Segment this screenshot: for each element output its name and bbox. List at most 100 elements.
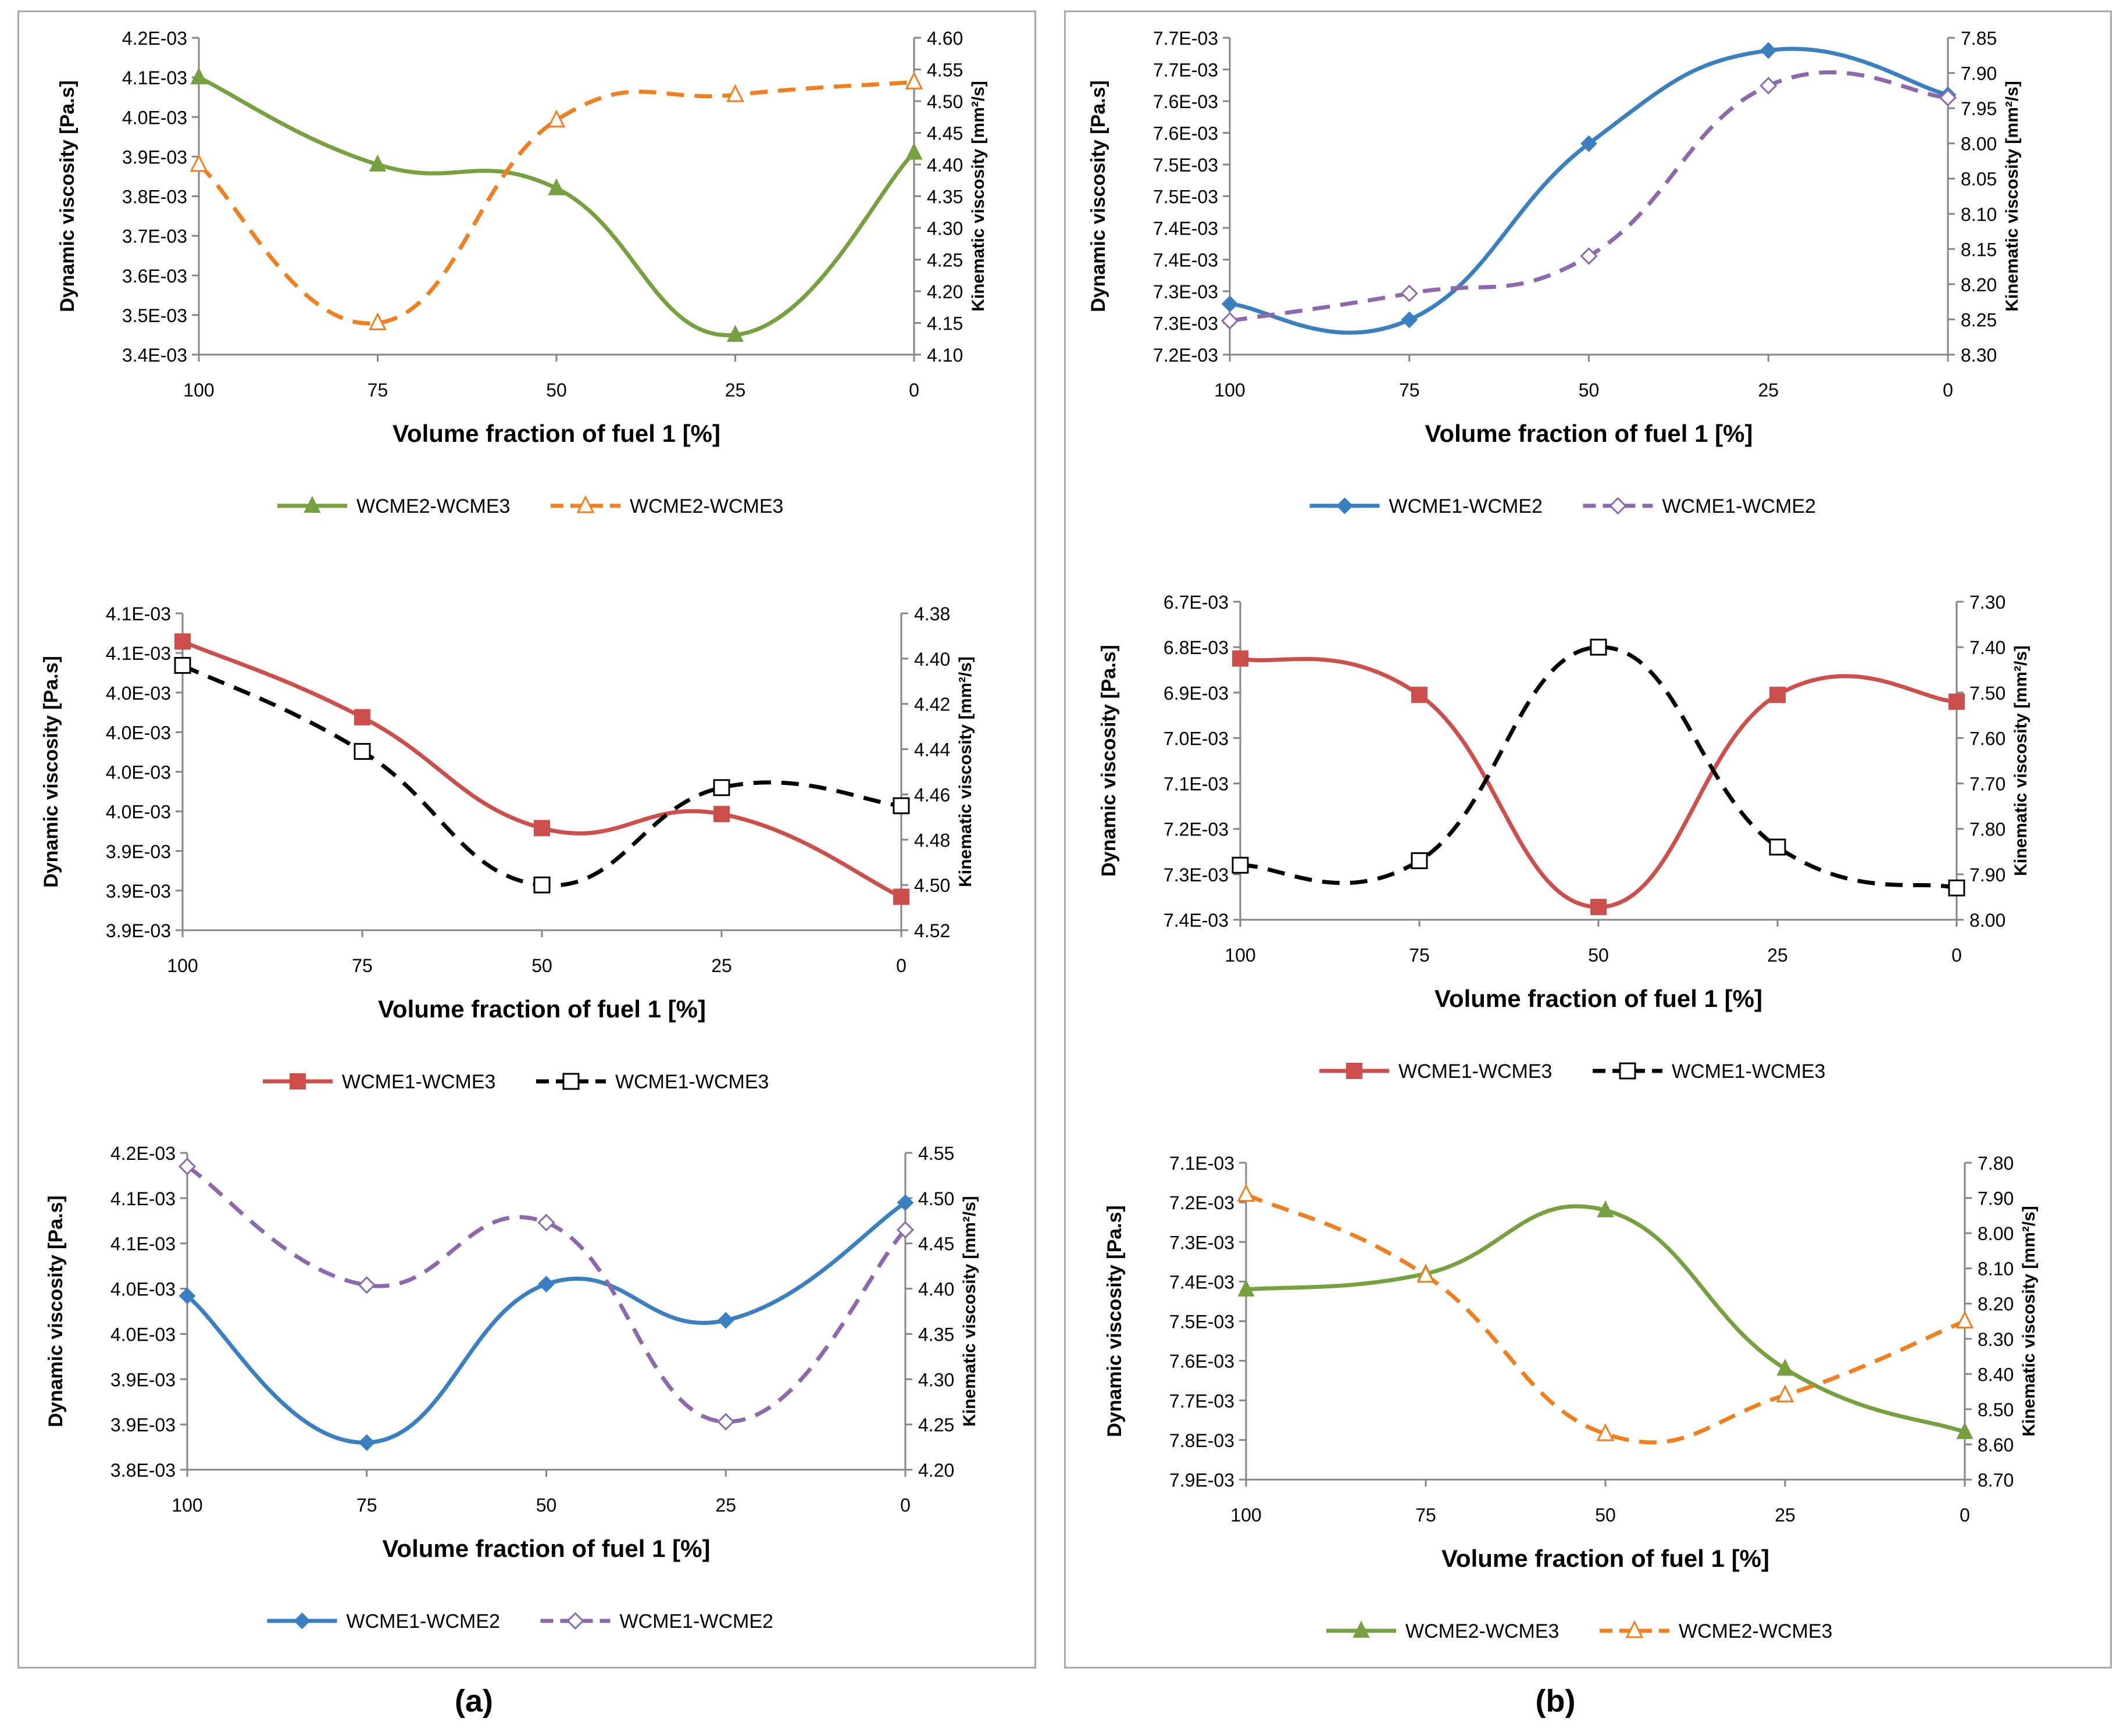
right-tick-label: 4.48 — [914, 830, 950, 851]
x-tick-label: 50 — [536, 1495, 557, 1516]
caption-a: (a) — [455, 1684, 493, 1719]
left-tick-label: 4.2E-03 — [122, 28, 187, 49]
series-line — [1229, 47, 1948, 335]
right-tick-label: 4.25 — [927, 250, 963, 271]
right-tick-label: 8.70 — [1978, 1470, 2014, 1491]
x-tick-label: 75 — [352, 955, 373, 976]
left-tick-label: 3.5E-03 — [122, 305, 187, 326]
right-tick-label: 4.40 — [914, 649, 950, 670]
x-tick-label: 50 — [1588, 945, 1609, 966]
left-tick-label: 3.8E-03 — [122, 187, 187, 208]
left-tick-label: 3.8E-03 — [110, 1460, 176, 1481]
series-line — [197, 80, 915, 326]
data-point — [174, 633, 191, 650]
data-point — [358, 1276, 376, 1294]
data-point — [717, 1312, 734, 1329]
right-tick-label: 7.90 — [1969, 865, 2005, 885]
data-point — [713, 806, 730, 823]
data-point — [1939, 88, 1957, 107]
x-tick-label: 0 — [1951, 945, 1962, 966]
x-tick-label: 100 — [167, 955, 198, 976]
x-tick-label: 75 — [356, 1495, 377, 1516]
left-tick-label: 7.6E-03 — [1153, 91, 1218, 112]
legend-label: WCME2-WCME3 — [1405, 1620, 1559, 1642]
caption-b: (b) — [1535, 1684, 1576, 1719]
x-axis-title: Volume fraction of fuel 1 [%] — [1434, 985, 1762, 1012]
left-tick-label: 4.0E-03 — [106, 762, 171, 783]
series-line — [181, 663, 902, 888]
data-point — [533, 876, 551, 894]
right-tick-label: 4.46 — [914, 784, 950, 805]
series-line — [185, 1201, 907, 1445]
right-tick-label: 8.60 — [1978, 1434, 2014, 1455]
legend-label: WCME2-WCME3 — [630, 495, 783, 517]
data-point — [896, 1221, 915, 1239]
legend-marker — [1619, 1062, 1636, 1080]
left-tick-label: 7.3E-03 — [1153, 313, 1218, 334]
left-tick-label: 4.0E-03 — [106, 683, 171, 703]
x-tick-label: 50 — [546, 380, 567, 401]
legend-marker — [1336, 497, 1353, 515]
right-tick-label: 4.50 — [918, 1188, 954, 1209]
right-tick-label: 7.50 — [1969, 683, 2005, 703]
left-tick-label: 3.9E-03 — [122, 147, 187, 167]
data-point — [1760, 77, 1778, 95]
y-axis-title-left: Dynamic viscosity [Pa.s] — [1098, 645, 1120, 877]
left-tick-label: 3.7E-03 — [122, 226, 187, 247]
left-tick-label: 3.9E-03 — [106, 841, 171, 862]
left-tick-label: 4.1E-03 — [110, 1188, 176, 1209]
chart-a2: 4.1E-03 4.1E-03 4.0E-03 4.0E-03 4.0E-03 4.0E-… — [40, 603, 975, 1093]
left-tick-label: 7.2E-03 — [1169, 1192, 1234, 1213]
left-tick-label: 4.1E-03 — [106, 643, 171, 664]
data-point — [354, 742, 371, 760]
right-tick-label: 4.20 — [927, 281, 963, 302]
left-tick-label: 7.4E-03 — [1169, 1271, 1234, 1292]
left-tick-label: 7.6E-03 — [1153, 123, 1218, 144]
x-tick-label: 25 — [1767, 945, 1788, 966]
right-tick-label: 7.80 — [1969, 819, 2005, 840]
y-axis-title-left: Dynamic viscosity [Pa.s] — [40, 656, 62, 888]
right-tick-label: 8.25 — [1961, 309, 1997, 330]
left-tick-label: 3.9E-03 — [106, 920, 171, 941]
left-tick-label: 7.9E-03 — [1169, 1470, 1234, 1491]
y-axis-title-right: Kinematic viscosity [mm²/s] — [2019, 1206, 2039, 1437]
left-tick-label: 4.1E-03 — [106, 603, 171, 624]
legend-label: WCME1-WCME2 — [1389, 495, 1543, 517]
right-tick-label: 4.45 — [927, 123, 963, 144]
data-point — [1769, 838, 1786, 856]
data-point — [1580, 135, 1597, 152]
left-tick-label: 7.7E-03 — [1153, 60, 1218, 81]
data-point — [537, 1213, 555, 1232]
right-tick-label: 7.60 — [1969, 728, 2005, 749]
data-point — [1769, 687, 1786, 703]
left-tick-label: 7.0E-03 — [1164, 728, 1229, 749]
x-tick-label: 50 — [1595, 1505, 1616, 1526]
right-tick-label: 8.15 — [1961, 239, 1997, 260]
data-point — [893, 888, 909, 905]
right-tick-label: 7.70 — [1969, 774, 2005, 795]
left-tick-label: 7.1E-03 — [1169, 1153, 1234, 1174]
x-axis-title: Volume fraction of fuel 1 [%] — [392, 420, 720, 447]
right-tick-label: 4.42 — [914, 694, 950, 715]
left-tick-label: 7.8E-03 — [1169, 1430, 1234, 1451]
right-tick-label: 7.90 — [1961, 63, 1997, 84]
left-tick-label: 7.7E-03 — [1169, 1391, 1234, 1412]
left-tick-label: 6.7E-03 — [1164, 592, 1229, 613]
y-axis-title-right: Kinematic viscosity [mm²/s] — [956, 656, 975, 887]
x-tick-label: 100 — [1230, 1505, 1261, 1526]
panel-b — [1064, 10, 2112, 1669]
right-tick-label: 4.40 — [927, 155, 963, 176]
x-tick-label: 75 — [367, 380, 388, 401]
right-tick-label: 8.20 — [1961, 274, 1997, 295]
legend-marker — [1352, 1620, 1370, 1638]
data-point — [1232, 856, 1249, 874]
y-axis-title-left: Dynamic viscosity [Pa.s] — [1087, 80, 1109, 312]
left-tick-label: 6.9E-03 — [1164, 683, 1229, 703]
right-tick-label: 8.20 — [1978, 1294, 2014, 1314]
left-tick-label: 7.7E-03 — [1153, 28, 1218, 49]
left-tick-label: 7.2E-03 — [1164, 819, 1229, 840]
right-tick-label: 8.40 — [1978, 1364, 2014, 1385]
right-tick-label: 8.05 — [1961, 169, 1997, 190]
legend-label: WCME1-WCME2 — [347, 1610, 500, 1633]
